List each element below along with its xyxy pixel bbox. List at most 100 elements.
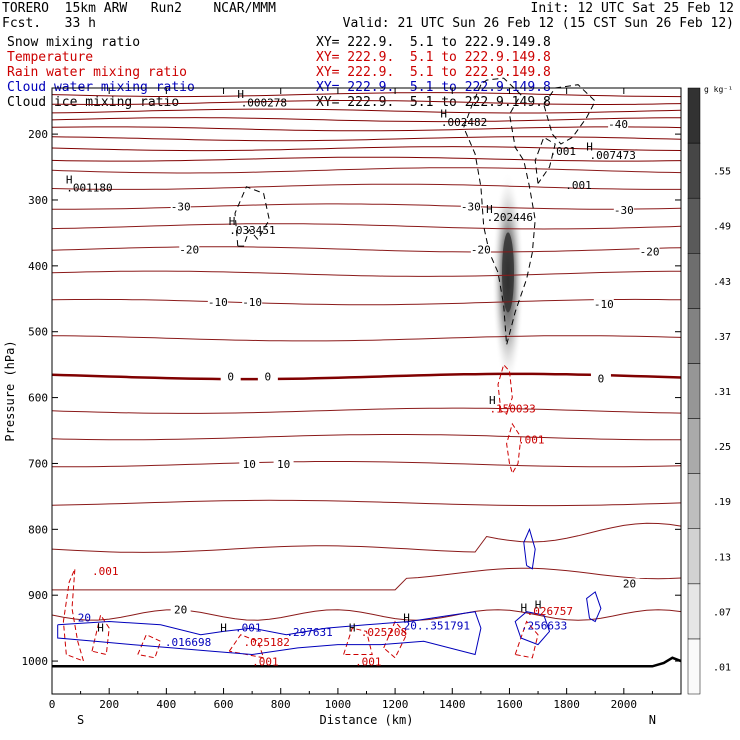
temperature-label: -40 bbox=[608, 118, 628, 131]
temperature-label: -20 bbox=[471, 243, 491, 256]
colorbar-swatch bbox=[687, 638, 701, 695]
rain-water-contour bbox=[514, 620, 539, 659]
colorbar-swatch bbox=[687, 528, 701, 585]
max-marker-h: H bbox=[66, 174, 73, 187]
temperature-contour-upper bbox=[51, 108, 682, 114]
max-marker-h: H bbox=[229, 215, 236, 228]
temperature-label: 20 bbox=[623, 577, 636, 590]
maximum-label: .001 bbox=[235, 621, 262, 634]
x-tick-label: 1200 bbox=[382, 698, 409, 711]
x-tick-label: 2000 bbox=[611, 698, 638, 711]
temperature-label-bg bbox=[242, 297, 263, 309]
temperature-contour-upper bbox=[51, 146, 682, 152]
max-marker-h: H bbox=[586, 141, 593, 154]
maximum-label: .297631 bbox=[286, 626, 332, 639]
temperature-label-bg bbox=[619, 578, 640, 590]
temperature-label-bg bbox=[257, 371, 278, 383]
temperature-contour-upper bbox=[51, 117, 681, 123]
colorbar-swatch bbox=[687, 142, 701, 199]
field-label-rain: Rain water mixing ratio bbox=[7, 65, 188, 80]
temperature-label: 20 bbox=[174, 604, 187, 617]
colorbar-level-label: .55 bbox=[713, 167, 731, 178]
x-tick-label: 200 bbox=[99, 698, 119, 711]
temperature-contour bbox=[52, 461, 682, 468]
temperature-contour-upper bbox=[51, 126, 682, 132]
colorbar-level-label: .25 bbox=[713, 442, 731, 453]
temperature-label: -10 bbox=[594, 298, 614, 311]
temperature-contour bbox=[51, 183, 681, 190]
header-forecast-hour: Fcst. 33 h bbox=[2, 16, 96, 31]
temperature-contour bbox=[51, 270, 681, 277]
rain-water-contour bbox=[137, 634, 162, 659]
temperature-contour-upper bbox=[51, 156, 682, 162]
temperature-label-bg bbox=[639, 246, 660, 258]
max-marker-h: H bbox=[520, 602, 527, 615]
maximum-label: .025182 bbox=[244, 636, 290, 649]
temperature-label-bg bbox=[170, 604, 191, 616]
colorbar-swatch bbox=[687, 197, 701, 254]
temperature-contour-upper bbox=[51, 136, 682, 142]
field-xy-cloud-ice: XY= 222.9. 5.1 to 222.9.149.8 bbox=[316, 95, 551, 110]
rain-water-contour bbox=[91, 613, 110, 656]
colorbar-level-label: .13 bbox=[713, 552, 731, 563]
y-tick-label: 600 bbox=[28, 392, 48, 405]
colorbar-level-label: .19 bbox=[713, 497, 731, 508]
colorbar-level-label: .43 bbox=[713, 277, 731, 288]
cloud-water-contour bbox=[586, 591, 602, 623]
x-tick-label: 1400 bbox=[439, 698, 466, 711]
temperature-contour bbox=[51, 372, 682, 381]
rain-water-contour bbox=[383, 620, 408, 659]
temperature-label-bg bbox=[273, 459, 294, 471]
temperature-contour-upper bbox=[51, 92, 682, 98]
maximum-label: .007473 bbox=[590, 149, 636, 162]
rain-water-contour bbox=[497, 363, 513, 415]
temperature-label-bg bbox=[170, 201, 191, 213]
max-marker-h: H bbox=[220, 621, 227, 634]
maximum-label: .026757 bbox=[527, 605, 573, 618]
rain-water-contour bbox=[62, 568, 85, 662]
temperature-label: 10 bbox=[243, 458, 256, 471]
x-tick-label: 1000 bbox=[325, 698, 352, 711]
x-end-label-south: S bbox=[77, 713, 84, 727]
colorbar-level-label: .37 bbox=[713, 332, 731, 343]
temperature-contour bbox=[51, 522, 682, 553]
temperature-label-bg bbox=[220, 371, 241, 383]
maximum-label: .150033 bbox=[489, 403, 535, 416]
maximum-label: .001 bbox=[518, 434, 545, 447]
cloud-water-contour bbox=[57, 611, 482, 656]
temperature-label: 0 bbox=[227, 371, 234, 384]
header-init-time: Init: 12 UTC Sat 25 Feb 12 bbox=[530, 1, 735, 16]
x-end-label-north: N bbox=[649, 713, 656, 727]
y-tick-label: 400 bbox=[28, 260, 48, 273]
max-marker-h: H bbox=[237, 88, 244, 101]
temperature-label-bg bbox=[608, 119, 629, 131]
header-valid-time: Valid: 21 UTC Sun 26 Feb 12 (15 CST Sun … bbox=[342, 16, 734, 31]
temperature-contour bbox=[52, 567, 682, 591]
temperature-contour-upper bbox=[51, 100, 682, 106]
maximum-label: .202446 bbox=[487, 211, 533, 224]
y-tick-label: 500 bbox=[28, 326, 48, 339]
temperature-label: 0 bbox=[598, 372, 605, 385]
maximum-label: .001180 bbox=[66, 181, 112, 194]
field-label-cloud-ice: Cloud ice mixing ratio bbox=[7, 95, 180, 110]
temperature-label: -30 bbox=[614, 204, 634, 217]
y-tick-label: 1000 bbox=[22, 655, 49, 668]
field-label-temperature: Temperature bbox=[7, 50, 94, 65]
field-label-snow: Snow mixing ratio bbox=[7, 35, 141, 50]
colorbar-swatch bbox=[687, 87, 701, 144]
x-tick-label: 400 bbox=[156, 698, 176, 711]
temperature-label-bg bbox=[460, 201, 481, 213]
temperature-contour bbox=[51, 407, 682, 414]
temperature-label: -30 bbox=[461, 201, 481, 214]
temperature-contour bbox=[51, 434, 681, 441]
maximum-label: .001 bbox=[565, 179, 592, 192]
colorbar-swatch bbox=[687, 583, 701, 640]
maximum-label: 20. bbox=[404, 619, 424, 632]
field-xy-temperature: XY= 222.9. 5.1 to 222.9.149.8 bbox=[316, 50, 551, 65]
max-marker-h: H bbox=[440, 108, 447, 121]
maximum-label: .000278 bbox=[241, 96, 287, 109]
maximum-label: .002482 bbox=[441, 116, 487, 129]
x-tick-label: 800 bbox=[271, 698, 291, 711]
